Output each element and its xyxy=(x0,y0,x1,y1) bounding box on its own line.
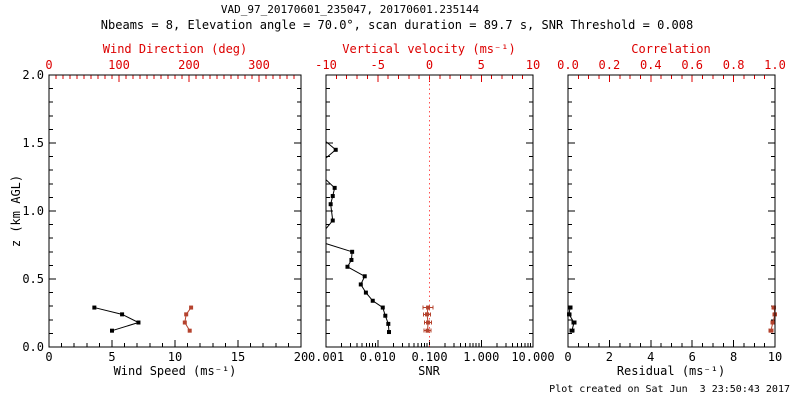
svg-text:-10: -10 xyxy=(315,58,337,72)
svg-text:0: 0 xyxy=(45,350,52,364)
top-axis-label-correlation: Correlation xyxy=(631,42,711,56)
x-axis-label-wind-speed: Wind Speed (ms⁻¹) xyxy=(113,364,237,378)
y-axis-label: z (km AGL) xyxy=(9,174,23,248)
creation-timestamp: Plot created on Sat Jun 3 23:50:43 2017 xyxy=(549,384,790,395)
svg-text:1.0: 1.0 xyxy=(22,204,44,218)
svg-text:6: 6 xyxy=(689,350,696,364)
svg-text:5: 5 xyxy=(108,350,115,364)
svg-text:0.0: 0.0 xyxy=(557,58,579,72)
svg-text:0.4: 0.4 xyxy=(640,58,662,72)
plot-subtitle: Nbeams = 8, Elevation angle = 70.0°, sca… xyxy=(100,18,694,32)
svg-text:2.0: 2.0 xyxy=(22,68,44,82)
svg-text:200: 200 xyxy=(178,58,200,72)
svg-text:0.0: 0.0 xyxy=(22,340,44,354)
x-axis-label-snr: SNR xyxy=(418,364,440,378)
svg-text:0.001: 0.001 xyxy=(308,350,344,364)
svg-text:0.5: 0.5 xyxy=(22,272,44,286)
svg-text:0.100: 0.100 xyxy=(411,350,447,364)
plot-title: VAD_97_20170601_235047, 20170601.235144 xyxy=(220,3,480,16)
svg-text:10: 10 xyxy=(168,350,182,364)
svg-text:1.0: 1.0 xyxy=(764,58,786,72)
svg-text:0: 0 xyxy=(45,58,52,72)
svg-text:100: 100 xyxy=(108,58,130,72)
svg-text:0.2: 0.2 xyxy=(599,58,621,72)
svg-text:10.000: 10.000 xyxy=(511,350,554,364)
svg-text:0.010: 0.010 xyxy=(360,350,396,364)
svg-text:0: 0 xyxy=(564,350,571,364)
svg-text:5: 5 xyxy=(478,58,485,72)
svg-text:15: 15 xyxy=(231,350,245,364)
svg-text:10: 10 xyxy=(526,58,540,72)
svg-text:0.6: 0.6 xyxy=(681,58,703,72)
top-axis-label-wind-direction: Wind Direction (deg) xyxy=(102,42,248,56)
svg-text:1.5: 1.5 xyxy=(22,136,44,150)
svg-text:0: 0 xyxy=(426,58,433,72)
svg-text:20: 20 xyxy=(294,350,308,364)
svg-text:4: 4 xyxy=(647,350,654,364)
svg-text:300: 300 xyxy=(248,58,270,72)
svg-text:1.000: 1.000 xyxy=(463,350,499,364)
top-axis-label-vertical-velocity: Vertical velocity (ms⁻¹) xyxy=(342,42,516,56)
svg-text:-5: -5 xyxy=(371,58,385,72)
svg-text:8: 8 xyxy=(730,350,737,364)
svg-text:2: 2 xyxy=(606,350,613,364)
svg-text:0.8: 0.8 xyxy=(723,58,745,72)
x-axis-label-residual: Residual (ms⁻¹) xyxy=(616,364,726,378)
svg-text:10: 10 xyxy=(768,350,782,364)
